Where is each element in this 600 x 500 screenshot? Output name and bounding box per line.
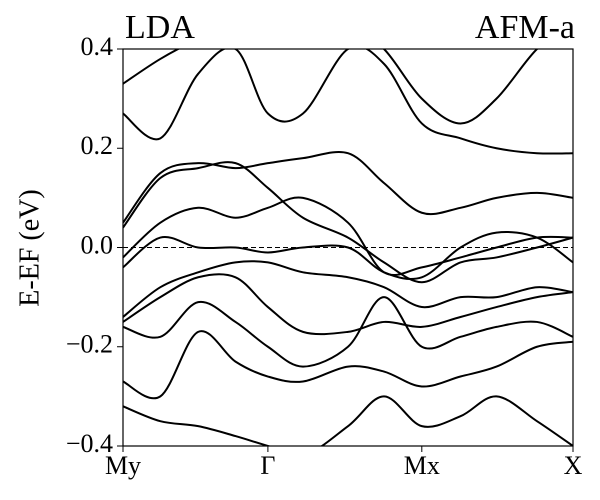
y-tick-label: 0.0	[81, 230, 114, 259]
y-tick-label: 0.2	[81, 131, 114, 160]
band-line	[123, 296, 573, 368]
y-tick-label: −0.2	[66, 330, 113, 359]
x-tick-label: X	[564, 451, 583, 480]
band-line	[123, 260, 573, 318]
band-line	[123, 161, 573, 284]
plot-area	[123, 49, 573, 446]
band-line	[123, 230, 573, 280]
band-line	[123, 273, 573, 336]
y-tick-label: 0.4	[81, 32, 114, 61]
x-tick-label: Γ	[260, 451, 275, 480]
band-line	[123, 330, 573, 400]
band-line	[123, 151, 573, 224]
chart-title-right: AFM-a	[475, 9, 575, 46]
y-axis-label: E-EF (eV)	[14, 189, 45, 306]
band-line	[123, 196, 573, 277]
x-tick-label: My	[105, 451, 141, 480]
band-line	[123, 49, 539, 125]
x-tick-label: Mx	[404, 451, 440, 480]
chart-title-left: LDA	[125, 9, 195, 46]
band-line	[123, 49, 573, 155]
band-line	[123, 395, 573, 446]
y-tick-label: −0.4	[66, 429, 113, 458]
